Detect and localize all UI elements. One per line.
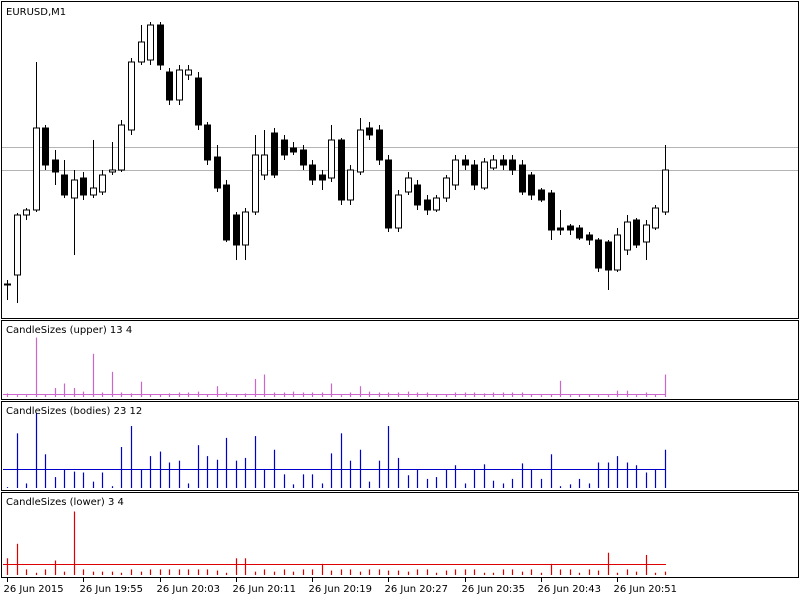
candle-body	[281, 139, 288, 156]
candle-body	[33, 127, 40, 211]
candle-body	[414, 184, 421, 206]
candle-body	[223, 184, 230, 241]
candle-body	[80, 177, 87, 196]
candle-body	[290, 147, 297, 153]
candle-body	[23, 209, 30, 216]
candle-body	[61, 174, 68, 196]
candle-body	[586, 234, 593, 241]
x-tick-label: 26 Jun 20:03	[157, 584, 221, 595]
x-tick-label: 26 Jun 20:51	[614, 584, 678, 595]
candle-body	[300, 149, 307, 166]
candle-body	[4, 283, 11, 286]
candle-body	[652, 207, 659, 229]
candle-body	[204, 124, 211, 161]
candle-body	[271, 132, 278, 176]
candle-body	[548, 192, 555, 231]
candle-body	[176, 69, 183, 101]
pane-frame	[1, 492, 799, 578]
candle-body	[462, 159, 469, 166]
indicator-title: CandleSizes (bodies) 23 12	[6, 406, 142, 417]
candle-body	[195, 77, 202, 126]
indicator-title: CandleSizes (lower) 3 4	[6, 497, 124, 508]
candle-body	[261, 154, 268, 176]
candle-body	[357, 129, 364, 173]
candle-body	[347, 169, 354, 201]
candle-body	[471, 164, 478, 186]
candle-body	[233, 214, 240, 246]
candle-body	[385, 159, 392, 229]
pane-frame	[1, 401, 799, 491]
candle-body	[319, 174, 326, 181]
candle-body	[509, 159, 516, 171]
candle-body	[567, 225, 574, 231]
candle-body	[605, 241, 612, 271]
candle-body	[481, 161, 488, 189]
candle-body	[99, 174, 106, 193]
candle-body	[328, 139, 335, 179]
candle-body	[366, 127, 373, 136]
candle-body	[452, 159, 459, 186]
x-tick-label: 26 Jun 20:35	[462, 584, 526, 595]
candle-body	[519, 164, 526, 193]
chart-title: EURUSD,M1	[6, 7, 66, 18]
candle-body	[538, 189, 545, 201]
x-tick-label: 26 Jun 20:43	[538, 584, 602, 595]
candle-body	[500, 159, 507, 166]
candle-body	[309, 164, 316, 181]
x-tick-label: 26 Jun 20:27	[385, 584, 449, 595]
candle-body	[643, 224, 650, 243]
candle-body	[624, 221, 631, 251]
candle-body	[614, 234, 621, 271]
candle-body	[424, 199, 431, 211]
candle-body	[405, 177, 412, 193]
candle-body	[576, 227, 583, 239]
candle-body	[71, 179, 78, 199]
candle-body	[214, 156, 221, 189]
pane-frame	[1, 1, 799, 319]
candle-body	[147, 24, 154, 61]
candle-body	[90, 187, 97, 196]
candle-body	[118, 124, 125, 171]
candle-body	[443, 177, 450, 199]
x-tick-label: 26 Jun 19:55	[80, 584, 144, 595]
candle-body	[138, 41, 145, 63]
candle-body	[52, 159, 59, 173]
candle-body	[528, 174, 535, 196]
candle-body	[433, 197, 440, 211]
pane-frame	[1, 320, 799, 400]
candle-body	[662, 169, 669, 213]
candle-body	[252, 154, 259, 213]
x-tick-label: 26 Jun 20:11	[233, 584, 297, 595]
candle-body	[490, 159, 497, 169]
candle-body	[557, 227, 564, 231]
candle-body	[338, 139, 345, 201]
candle-body	[128, 61, 135, 131]
candle-body	[395, 194, 402, 229]
candle-body	[242, 211, 249, 246]
indicator-title: CandleSizes (upper) 13 4	[6, 325, 132, 336]
candle-body	[185, 69, 192, 76]
candle-body	[376, 129, 383, 161]
candle-body	[157, 24, 164, 66]
candle-body	[109, 169, 116, 173]
x-tick-label: 26 Jun 20:19	[309, 584, 373, 595]
candle-body	[14, 214, 21, 276]
candle-body	[42, 127, 49, 166]
candle-body	[166, 71, 173, 101]
candle-body	[633, 219, 640, 246]
x-tick-label: 26 Jun 2015	[4, 584, 64, 595]
candle-body	[595, 239, 602, 269]
